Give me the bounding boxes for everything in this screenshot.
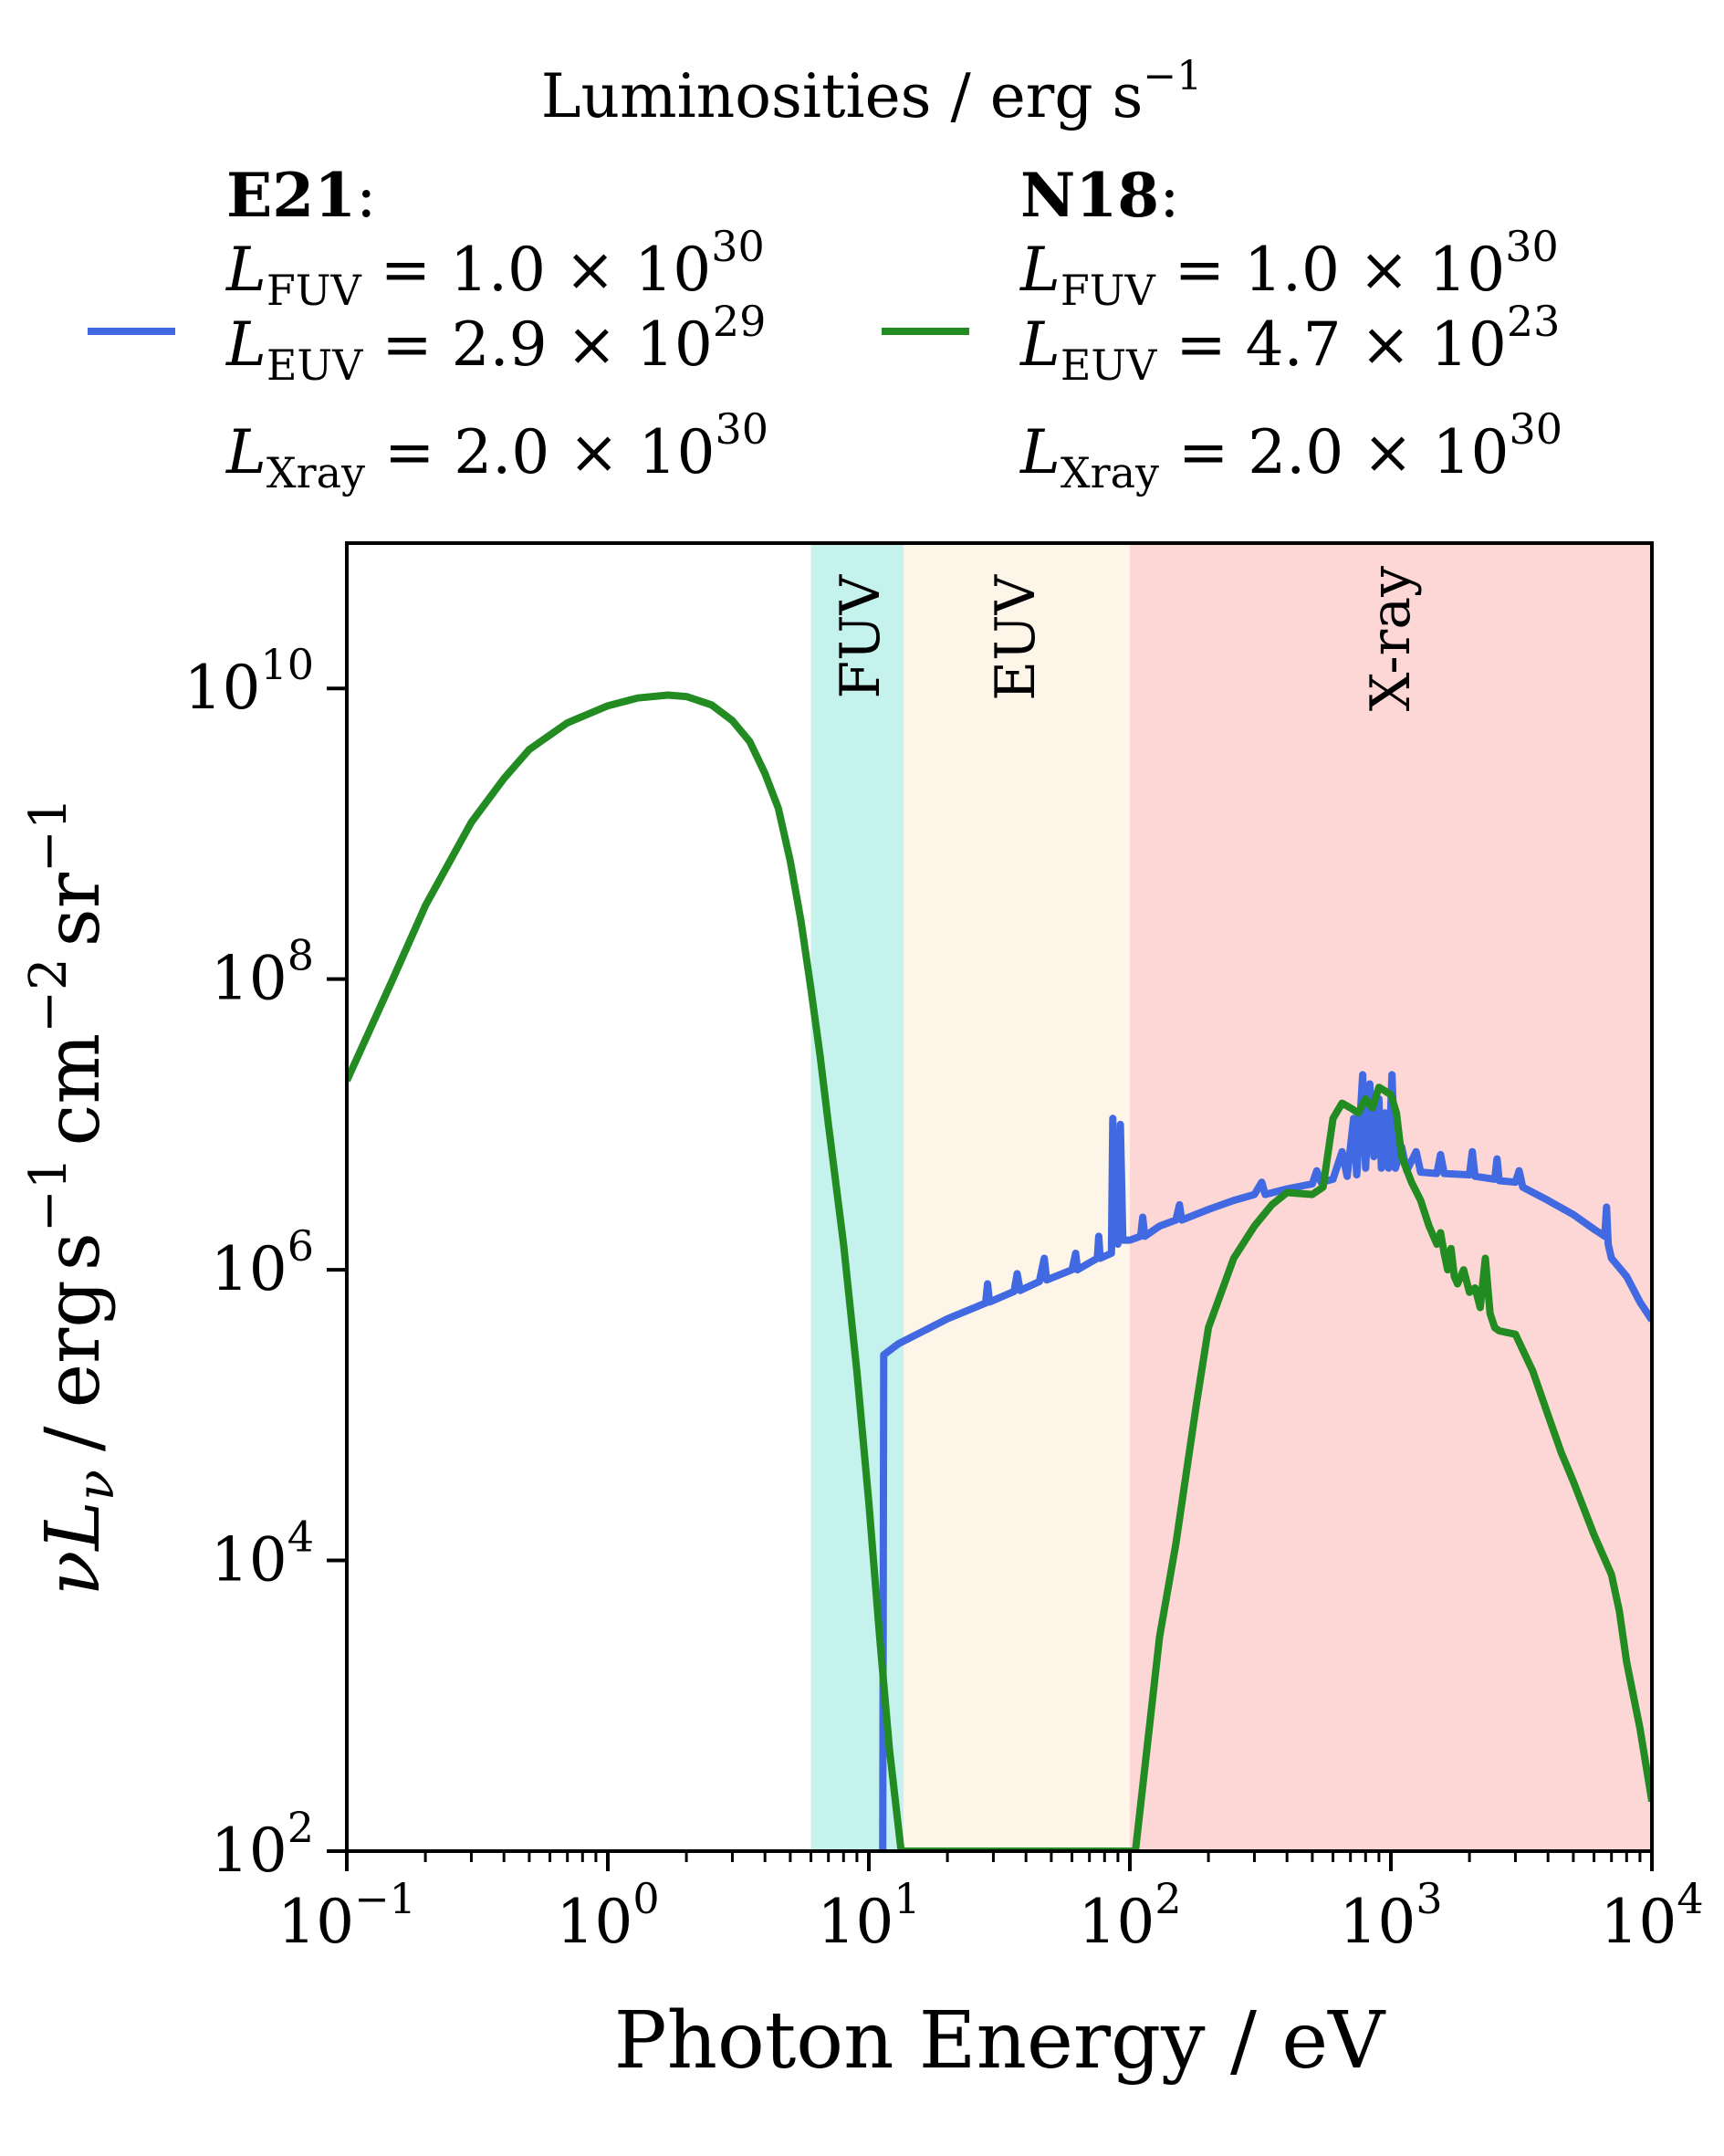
data-series <box>347 691 1652 1851</box>
band-fuv <box>810 543 904 1851</box>
x-axis-label: Photon Energy / eV <box>614 1995 1386 2087</box>
x-tick-label: 104 <box>1600 1874 1703 1957</box>
y-tick-label: 102 <box>211 1803 314 1886</box>
y-tick-label: 108 <box>211 931 314 1014</box>
spectral-bands <box>810 543 1652 1851</box>
axis-ticks <box>327 686 1654 1871</box>
legend-luminosity-fuv: LFUV = 1.0 × 1030 <box>1019 222 1559 315</box>
band-labels: FUV EUV X-ray <box>829 566 1423 711</box>
x-tick-label: 10−1 <box>277 1874 416 1957</box>
plot-frame <box>345 541 1654 1853</box>
legend-entry-name: N18: <box>1020 160 1179 231</box>
x-tick-label: 102 <box>1078 1874 1181 1957</box>
band-label-fuv: FUV <box>829 573 893 698</box>
y-tick-label: 104 <box>211 1512 314 1596</box>
y-axis-label: νLν/ergs−1cm−2sr−1 <box>19 798 126 1596</box>
legend-luminosity-euv: LEUV = 2.9 × 1029 <box>225 297 766 390</box>
x-tick-label: 103 <box>1339 1874 1442 1957</box>
legend-luminosity-xray: LXray = 2.0 × 1030 <box>1019 404 1562 497</box>
x-tick-label: 100 <box>556 1874 659 1957</box>
legend-luminosity-euv: LEUV = 4.7 × 1023 <box>1019 297 1560 390</box>
band-x-ray <box>1130 543 1652 1851</box>
legend-title: Luminosities / erg s−1 <box>541 53 1203 131</box>
legend-luminosity-fuv: LFUV = 1.0 × 1030 <box>225 222 765 315</box>
y-tick-label: 106 <box>211 1221 314 1304</box>
band-label-euv: EUV <box>984 573 1048 700</box>
x-tick-label: 101 <box>817 1874 920 1957</box>
band-euv <box>904 543 1130 1851</box>
series-n18-line <box>347 691 1652 1851</box>
legend-luminosity-xray: LXray = 2.0 × 1030 <box>225 404 768 497</box>
band-label-x-ray: X-ray <box>1359 566 1423 711</box>
y-tick-label: 1010 <box>183 640 314 723</box>
axis-tick-labels: 10−1 100 101 102 103 104 102 104 106 108 1010 <box>183 640 1703 1957</box>
legend-entry-name: E21: <box>226 160 376 231</box>
